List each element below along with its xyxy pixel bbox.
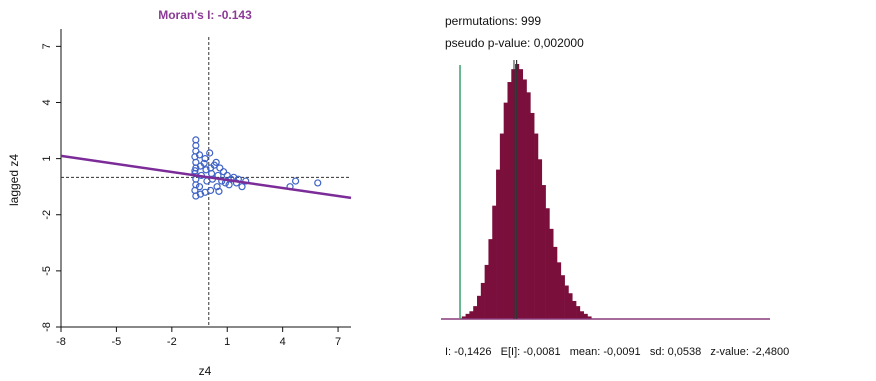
x-tick-label: -5 <box>112 336 122 348</box>
x-tick-label: -2 <box>167 336 177 348</box>
data-point <box>219 168 228 176</box>
histogram-bar <box>469 311 474 319</box>
y-tick-label: 4 <box>41 99 53 105</box>
histogram-bar <box>530 112 535 319</box>
histogram-bar <box>560 275 565 319</box>
summary-stats: I: -0,1426 E[I]: -0,0081 mean: -0,0091 s… <box>445 346 789 358</box>
chart-title: Moran's I: -0.143 <box>158 8 252 22</box>
histogram-bar <box>568 293 573 319</box>
y-tick-label: -5 <box>41 266 53 276</box>
histogram-bar <box>518 69 524 319</box>
data-point <box>202 166 210 174</box>
permutations-label: permutations: 999 <box>445 14 541 28</box>
histogram-bar <box>477 295 482 319</box>
histogram-bar <box>496 169 501 319</box>
data-point <box>207 186 215 195</box>
data-point <box>223 171 231 180</box>
x-tick-label: 7 <box>335 336 341 348</box>
histogram-bar <box>564 285 569 319</box>
data-point <box>238 183 246 191</box>
histogram-bar <box>499 133 504 319</box>
data-point <box>215 187 223 195</box>
y-tick-label: -2 <box>41 210 53 220</box>
histogram-bar <box>549 228 554 319</box>
data-point <box>192 192 200 200</box>
data-point <box>206 149 214 157</box>
histogram-bar <box>553 246 558 319</box>
data-point <box>195 183 204 191</box>
data-point <box>195 151 204 159</box>
histogram-bar <box>526 92 531 319</box>
data-point <box>210 161 218 169</box>
histogram-bar <box>541 185 546 319</box>
data-point <box>314 179 322 187</box>
histogram-bar <box>576 306 581 319</box>
pvalue-label: pseudo p-value: 0,002000 <box>445 36 584 50</box>
histogram-bar <box>545 208 550 319</box>
data-point <box>200 159 208 167</box>
data-point <box>213 183 221 191</box>
y-tick-label: -8 <box>41 322 53 332</box>
histogram-bar <box>492 205 497 319</box>
histogram-bar <box>587 316 592 319</box>
histogram-bar <box>507 82 512 319</box>
histogram-bar <box>473 306 478 319</box>
x-tick-label: 1 <box>224 336 230 348</box>
regression-line <box>60 154 352 200</box>
x-tick-label: 4 <box>280 336 286 348</box>
data-point <box>207 169 216 178</box>
data-point <box>201 155 209 163</box>
x-tick-label: -8 <box>56 336 66 348</box>
histogram-bar <box>480 282 485 319</box>
data-point <box>191 167 199 175</box>
histogram-bar <box>488 239 493 319</box>
histogram-bar <box>511 69 516 319</box>
histogram-bar <box>461 316 466 319</box>
histogram-bar <box>583 313 588 319</box>
histogram-bar <box>534 133 539 319</box>
data-point <box>196 190 205 198</box>
x-axis-label: z4 <box>199 364 212 378</box>
histogram-bar <box>522 79 527 319</box>
histogram-bar <box>484 264 489 319</box>
y-tick-label: 1 <box>41 156 53 162</box>
histogram-bar <box>557 262 562 319</box>
permutation-histogram: permutations: 999 pseudo p-value: 0,0020… <box>441 14 789 358</box>
histogram-bar <box>572 300 577 319</box>
data-point <box>291 177 300 185</box>
histogram-bar <box>465 313 470 319</box>
histogram-bar <box>579 311 584 319</box>
histogram-bar <box>503 102 508 320</box>
data-point <box>216 164 224 172</box>
y-axis-label: lagged z4 <box>7 154 21 206</box>
histogram-bar <box>537 159 543 319</box>
y-tick-label: 7 <box>41 43 53 49</box>
